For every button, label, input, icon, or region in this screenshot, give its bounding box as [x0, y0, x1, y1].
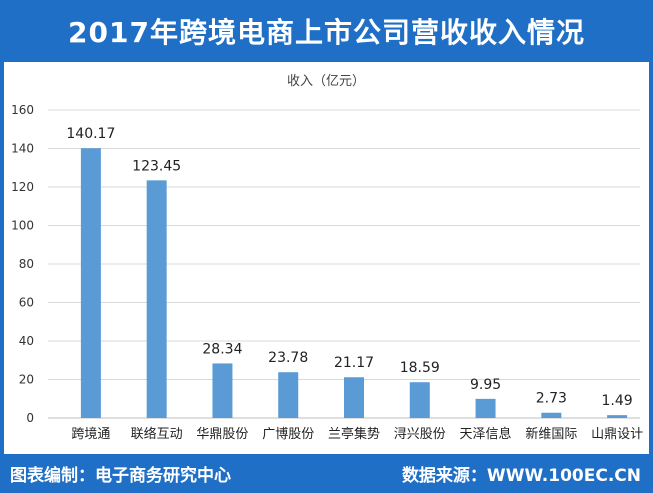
- data-label: 2.73: [536, 391, 567, 407]
- category-labels: 跨境通 联络互动 华鼎股份 广博股份 兰亭集势 浔兴股份 天泽信息 新维国际 山鼎设计: [71, 426, 643, 442]
- y-tick-label: 60: [19, 296, 34, 310]
- category-label: 联络互动: [131, 426, 183, 442]
- category-label: 新维国际: [525, 426, 577, 442]
- y-axis-ticks: 0 20 40 60 80 100 120 140 160: [11, 103, 34, 425]
- y-axis-label: 收入（亿元）: [287, 74, 365, 89]
- bars: [80, 148, 628, 418]
- y-tick-label: 160: [11, 103, 34, 117]
- footer-source: 数据来源：WWW.100EC.CN: [401, 466, 641, 486]
- data-label: 140.17: [66, 126, 115, 142]
- data-labels: 140.17 123.45 28.34 23.78 21.17 18.59 9.95 2.73…: [66, 126, 632, 409]
- gridlines: [48, 109, 640, 419]
- data-label: 23.78: [268, 350, 308, 366]
- bar: [475, 398, 496, 418]
- bar: [409, 382, 430, 418]
- y-tick-label: 120: [11, 180, 34, 194]
- bar: [212, 363, 233, 418]
- y-tick-label: 80: [19, 257, 34, 271]
- category-label: 跨境通: [71, 427, 110, 442]
- category-label: 兰亭集势: [328, 426, 380, 442]
- bar: [607, 415, 628, 418]
- y-tick-label: 0: [26, 411, 34, 425]
- category-label: 华鼎股份: [196, 427, 248, 442]
- category-label: 浔兴股份: [394, 427, 446, 442]
- data-label: 9.95: [470, 377, 501, 393]
- bar: [541, 412, 562, 418]
- category-label: 山鼎设计: [591, 427, 643, 442]
- footer-credit: 图表编制：电子商务研究中心: [10, 466, 231, 486]
- footer-bar: 图表编制：电子商务研究中心 数据来源：WWW.100EC.CN: [0, 454, 653, 493]
- category-label: 天泽信息: [460, 426, 512, 442]
- title-bar: 2017年跨境电商上市公司营收收入情况: [0, 0, 653, 62]
- chart-title: 2017年跨境电商上市公司营收收入情况: [68, 16, 585, 49]
- y-tick-label: 20: [19, 373, 34, 387]
- y-tick-label: 40: [19, 334, 34, 348]
- bar-chart: 收入（亿元） 0 20 40 60 80 100 120 140 160 140.17 123.4…: [11, 74, 643, 442]
- data-label: 28.34: [202, 341, 242, 357]
- bar: [278, 372, 299, 418]
- data-label: 1.49: [602, 393, 633, 409]
- data-label: 123.45: [132, 158, 181, 174]
- y-tick-label: 140: [11, 142, 34, 156]
- data-label: 18.59: [400, 360, 440, 376]
- bar: [80, 148, 101, 418]
- bar: [344, 377, 364, 418]
- bar: [146, 180, 167, 418]
- y-tick-label: 100: [11, 219, 34, 233]
- category-label: 广博股份: [262, 427, 314, 442]
- data-label: 21.17: [334, 355, 374, 371]
